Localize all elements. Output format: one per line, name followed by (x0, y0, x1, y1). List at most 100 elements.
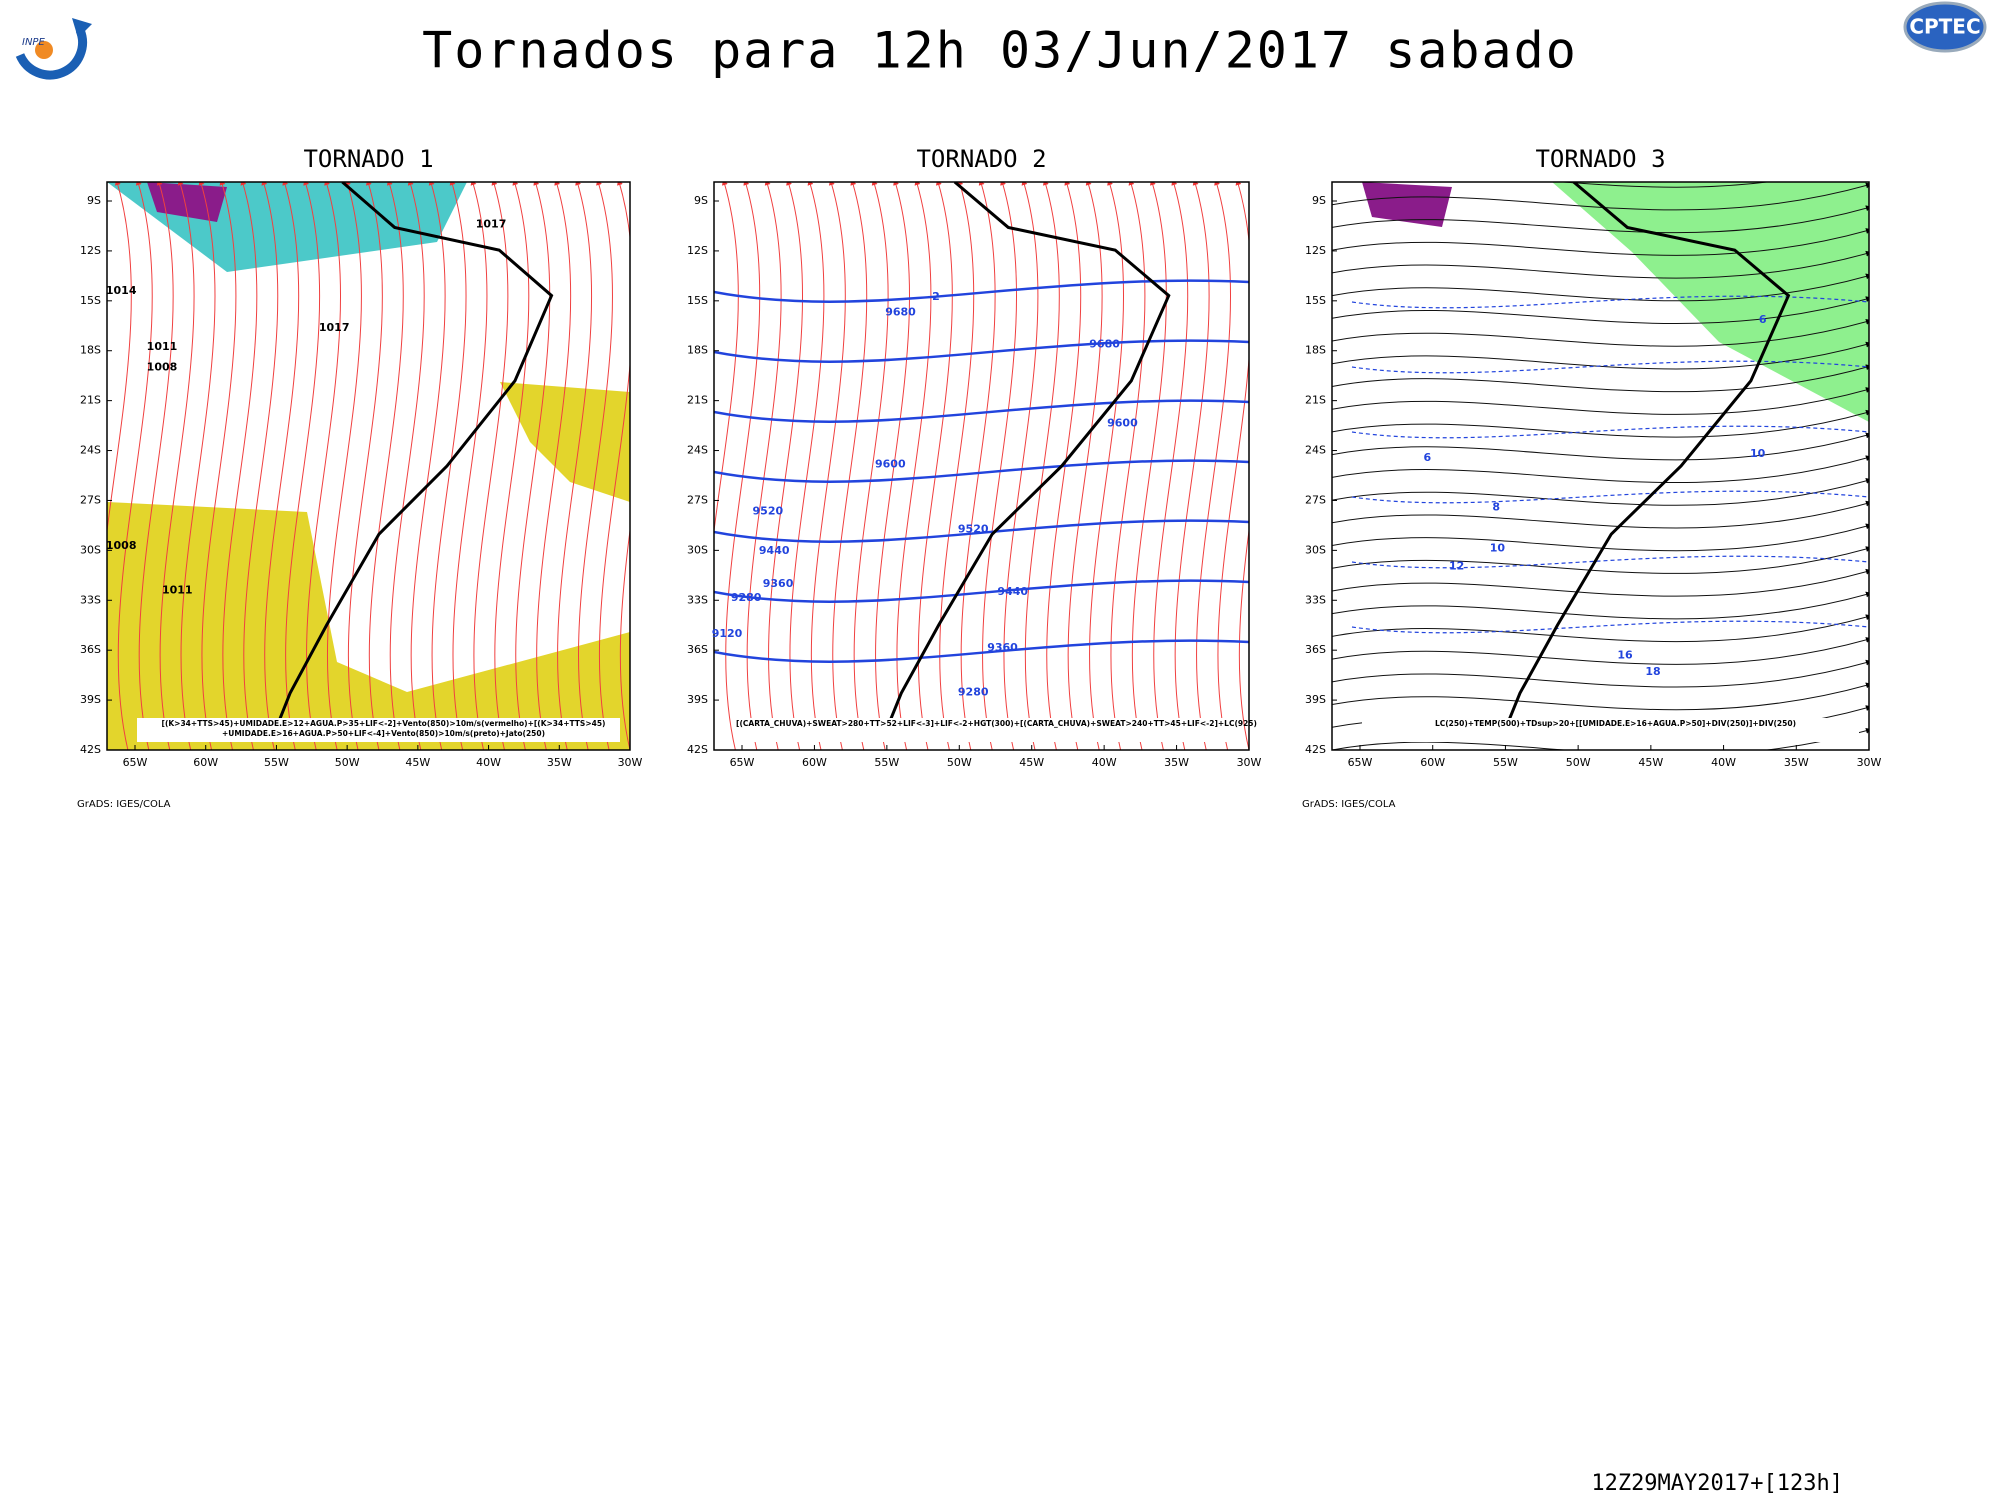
streamline (1332, 591, 1869, 620)
lat-label: 21S (687, 394, 708, 407)
streamline (1332, 364, 1869, 393)
streamline (326, 182, 362, 750)
shaded-area (107, 502, 630, 750)
lon-label: 55W (874, 756, 899, 769)
map-frame (1331, 181, 1870, 751)
streamline (853, 182, 889, 750)
streamline (1332, 296, 1869, 325)
map-frame (106, 181, 631, 751)
div-contour (1351, 295, 1869, 309)
lon-label: 60W (802, 756, 827, 769)
contour-label: 9600 (1107, 416, 1138, 429)
contour-label: 12 (1449, 559, 1464, 572)
streamline (1332, 228, 1869, 256)
contour-label: 1008 (147, 360, 178, 373)
streamline (452, 182, 488, 750)
logo-dot (35, 41, 53, 59)
lat-label: 39S (80, 693, 101, 706)
inpe-logo: INPE (15, 18, 92, 80)
div-contour (1351, 490, 1869, 504)
streamline (1332, 568, 1869, 597)
contour-label: 9360 (763, 577, 794, 590)
contour-label: -2 (928, 290, 940, 303)
streamline (1003, 182, 1039, 750)
panel-title: TORNADO 2 (916, 145, 1046, 173)
streamline (810, 182, 846, 750)
streamline (1024, 182, 1060, 750)
contour-label: 9360 (987, 641, 1018, 654)
contour-label: 18 (1645, 665, 1660, 678)
streamline (1332, 250, 1869, 279)
lat-label: 27S (1305, 493, 1326, 506)
streamline (1332, 500, 1869, 529)
div-contour (1351, 425, 1869, 439)
lat-label: 42S (1305, 743, 1326, 756)
lon-label: 50W (1566, 756, 1591, 769)
streamline (1332, 318, 1869, 347)
streamline (960, 182, 996, 750)
shaded-area (1362, 182, 1452, 227)
streamline (982, 182, 1018, 750)
lon-label: 65W (730, 756, 755, 769)
streamline (494, 182, 530, 750)
lon-label: 40W (476, 756, 501, 769)
map-content (714, 182, 1249, 750)
lon-label: 55W (264, 756, 289, 769)
lat-label: 30S (80, 543, 101, 556)
formula-text: [(K>34+TTS>45)+UMIDADE.E>12+AGUA.P>35+LI… (162, 719, 606, 728)
lat-label: 9S (694, 194, 708, 207)
streamline (1332, 432, 1869, 461)
lat-label: 9S (1312, 194, 1326, 207)
formula-box (1362, 718, 1859, 742)
streamline (557, 182, 593, 750)
lat-label: 39S (687, 693, 708, 706)
lat-label: 30S (687, 543, 708, 556)
lon-label: 45W (1638, 756, 1663, 769)
streamline (1332, 273, 1869, 302)
streamline (1332, 205, 1869, 234)
streamline (180, 182, 216, 750)
streamline (389, 182, 425, 750)
coastline (272, 182, 554, 734)
map-panel: TORNADO 1 1017 1014 1017 1011 1008 1008 1011 [(K… (77, 145, 643, 810)
streamline (789, 182, 825, 750)
streamline (1332, 409, 1869, 438)
formula-text: [(CARTA_CHUVA)+SWEAT>280+TT>52+LIF<-3]+L… (736, 719, 1257, 728)
lon-label: 45W (1019, 756, 1044, 769)
lat-label: 18S (687, 344, 708, 357)
lat-label: 42S (687, 743, 708, 756)
contour-label: 9440 (997, 585, 1028, 598)
lon-label: 50W (335, 756, 360, 769)
streamline (1131, 182, 1167, 750)
contour-label: 9520 (753, 504, 784, 517)
lat-label: 33S (1305, 593, 1326, 606)
lat-label: 24S (1305, 444, 1326, 457)
streamline (1332, 341, 1869, 370)
main-title: Tornados para 12h 03/Jun/2017 sabado (422, 22, 1578, 80)
streamline (222, 182, 258, 750)
lat-label: 42S (80, 743, 101, 756)
contour-label: 6 (1759, 313, 1767, 326)
lat-label: 15S (80, 294, 101, 307)
lon-label: 65W (123, 756, 148, 769)
map-content (1332, 182, 1869, 750)
lat-label: 24S (80, 444, 101, 457)
streamline (243, 182, 279, 750)
streamline (768, 182, 804, 750)
streamline (368, 182, 404, 750)
lon-label: 60W (1420, 756, 1445, 769)
streamline (1332, 182, 1869, 211)
streamline (598, 182, 630, 750)
lat-label: 36S (1305, 643, 1326, 656)
lon-label: 55W (1493, 756, 1518, 769)
logo-text: INPE (22, 37, 45, 48)
lon-label: 30W (1857, 756, 1882, 769)
streamline (1332, 182, 1772, 188)
lat-label: 36S (80, 643, 101, 656)
formula-text: LC(250)+TEMP(500)+TDsup>20+[[UMIDADE.E>1… (1435, 719, 1796, 728)
lat-label: 33S (80, 593, 101, 606)
streamline (1332, 614, 1869, 643)
streamline (917, 182, 953, 750)
streamline (306, 182, 342, 750)
lat-label: 21S (1305, 394, 1326, 407)
